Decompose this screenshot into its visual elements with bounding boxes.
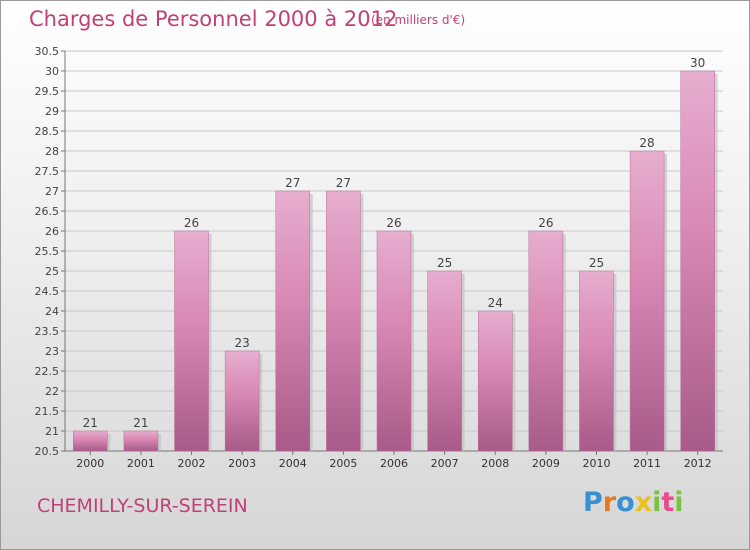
value-label-2006: 26 bbox=[386, 216, 401, 230]
value-label-2008: 24 bbox=[488, 296, 503, 310]
y-tick-label: 27 bbox=[45, 185, 59, 198]
x-tick-label-2005: 2005 bbox=[329, 457, 357, 470]
value-label-2009: 26 bbox=[538, 216, 553, 230]
bar-2000 bbox=[73, 430, 108, 452]
bar-2004 bbox=[275, 190, 311, 452]
x-tick-label-2004: 2004 bbox=[279, 457, 307, 470]
logo-letter: t bbox=[661, 487, 675, 518]
y-tick-label: 22 bbox=[45, 385, 59, 398]
x-tick-label-2009: 2009 bbox=[532, 457, 560, 470]
x-tick-label-2007: 2007 bbox=[431, 457, 459, 470]
value-label-2000: 21 bbox=[83, 416, 98, 430]
commune-name: CHEMILLY-SUR-SEREIN bbox=[37, 495, 248, 517]
x-tick-label-2000: 2000 bbox=[76, 457, 104, 470]
bar-2003 bbox=[224, 350, 260, 452]
bar-2005 bbox=[326, 190, 361, 452]
bar-2009 bbox=[528, 230, 564, 452]
value-label-2001: 21 bbox=[133, 416, 148, 430]
y-tick-label: 30.5 bbox=[35, 45, 60, 58]
y-tick-label: 29 bbox=[45, 105, 59, 118]
bar-2006 bbox=[376, 230, 412, 452]
bar-2001 bbox=[123, 430, 159, 452]
proxiti-logo: Proxiti bbox=[583, 487, 684, 518]
y-tick-label: 23.5 bbox=[35, 325, 60, 338]
bar-2007 bbox=[427, 270, 462, 452]
y-tick-label: 26.5 bbox=[35, 205, 60, 218]
y-tick-label: 29.5 bbox=[35, 85, 60, 98]
logo-letter: P bbox=[583, 487, 603, 518]
x-tick-label-2008: 2008 bbox=[481, 457, 509, 470]
value-label-2004: 27 bbox=[285, 176, 300, 190]
x-tick-label-2010: 2010 bbox=[582, 457, 610, 470]
y-tick-label: 24 bbox=[45, 305, 59, 318]
bar-2008 bbox=[477, 310, 513, 452]
x-tick-label-2011: 2011 bbox=[633, 457, 661, 470]
x-tick-label-2001: 2001 bbox=[127, 457, 155, 470]
y-tick-label: 28 bbox=[45, 145, 59, 158]
y-tick-label: 24.5 bbox=[35, 285, 60, 298]
bar-2002 bbox=[174, 230, 209, 452]
y-tick-label: 26 bbox=[45, 225, 59, 238]
value-label-2003: 23 bbox=[235, 336, 250, 350]
value-label-2012: 30 bbox=[690, 56, 705, 70]
y-tick-label: 21 bbox=[45, 425, 59, 438]
y-tick-label: 28.5 bbox=[35, 125, 60, 138]
value-label-2010: 25 bbox=[589, 256, 604, 270]
chart-title: Charges de Personnel 2000 à 2012 bbox=[29, 7, 398, 31]
value-label-2007: 25 bbox=[437, 256, 452, 270]
y-tick-label: 30 bbox=[45, 65, 59, 78]
logo-letter: x bbox=[634, 487, 653, 518]
bar-2010 bbox=[579, 270, 614, 452]
chart-subtitle: (en milliers d'€) bbox=[371, 13, 466, 27]
value-label-2002: 26 bbox=[184, 216, 199, 230]
y-tick-label: 25.5 bbox=[35, 245, 60, 258]
y-tick-label: 22.5 bbox=[35, 365, 60, 378]
y-tick-label: 20.5 bbox=[35, 445, 60, 458]
value-label-2005: 27 bbox=[336, 176, 351, 190]
x-tick-label-2012: 2012 bbox=[684, 457, 712, 470]
x-tick-label-2002: 2002 bbox=[178, 457, 206, 470]
y-tick-label: 23 bbox=[45, 345, 59, 358]
logo-letter: i bbox=[674, 487, 684, 518]
y-tick-label: 21.5 bbox=[35, 405, 60, 418]
x-tick-label-2006: 2006 bbox=[380, 457, 408, 470]
bars bbox=[73, 70, 718, 452]
value-labels: 21 21 26 23 27 27 26 25 24 26 25 28 30 bbox=[83, 56, 706, 430]
logo-letter: o bbox=[616, 487, 635, 518]
logo-letter: i bbox=[652, 487, 662, 518]
bar-2011 bbox=[629, 150, 665, 452]
x-tick-label-2003: 2003 bbox=[228, 457, 256, 470]
value-label-2011: 28 bbox=[639, 136, 654, 150]
logo-letter: r bbox=[602, 487, 617, 518]
bar-2012 bbox=[680, 70, 715, 452]
y-tick-label: 27.5 bbox=[35, 165, 60, 178]
y-tick-label: 25 bbox=[45, 265, 59, 278]
